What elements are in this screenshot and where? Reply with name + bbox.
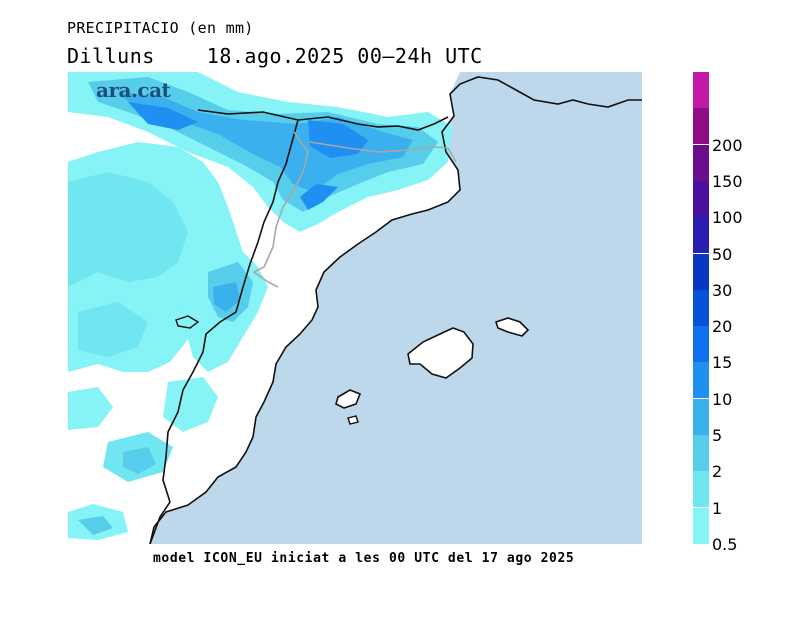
legend-label: 30 bbox=[712, 280, 733, 300]
mallorca-island bbox=[407, 327, 474, 379]
legend-label: 100 bbox=[712, 208, 743, 228]
legend-swatch bbox=[693, 326, 709, 363]
legend-swatch bbox=[693, 435, 709, 471]
sea-area bbox=[150, 72, 642, 544]
eivissa-island bbox=[335, 389, 362, 409]
map-canvas bbox=[68, 72, 642, 544]
legend-label: 50 bbox=[712, 244, 733, 264]
rain-area-south-3 bbox=[123, 447, 156, 474]
legend-label: 10 bbox=[712, 389, 733, 409]
legend-label: 150 bbox=[712, 171, 743, 191]
rain-area-south-5 bbox=[78, 516, 113, 535]
precipitation-map bbox=[68, 72, 642, 544]
legend-swatch bbox=[693, 144, 709, 181]
national-border bbox=[197, 109, 449, 131]
regional-border-grey bbox=[252, 131, 457, 288]
legend-label: 200 bbox=[712, 135, 743, 155]
andorra-border bbox=[175, 315, 200, 329]
legend-swatch bbox=[693, 289, 709, 326]
rain-area-south-1 bbox=[163, 377, 218, 432]
legend-label: 1 bbox=[712, 498, 723, 518]
legend-label: 15 bbox=[712, 353, 733, 373]
regional-border-west bbox=[149, 119, 299, 544]
legend-label: 5 bbox=[712, 426, 723, 445]
day-label: Dilluns bbox=[67, 44, 155, 68]
legend-swatch bbox=[693, 362, 709, 399]
rain-area-pyrenees-3 bbox=[118, 92, 413, 192]
aracat-logo: ara.cat bbox=[96, 78, 171, 102]
map-title: PRECIPITACIO (en mm) bbox=[67, 19, 254, 37]
rain-area-pyrenees-4 bbox=[128, 102, 368, 210]
forecast-period: Dilluns 18.ago.2025 00—24h UTC bbox=[67, 44, 483, 68]
model-info: model ICON_EU iniciat a les 00 UTC del 1… bbox=[153, 551, 575, 566]
legend-swatch bbox=[693, 180, 709, 217]
menorca-island bbox=[494, 317, 530, 337]
legend-swatch bbox=[693, 507, 709, 544]
legend-swatch bbox=[693, 72, 709, 108]
legend-swatch bbox=[693, 217, 709, 254]
legend-swatch bbox=[693, 471, 709, 508]
rain-area-west-edge bbox=[68, 387, 113, 430]
rain-area-west-3 bbox=[78, 302, 148, 357]
legend-label: 0.5 bbox=[712, 534, 738, 554]
coastline bbox=[149, 76, 642, 544]
legend-swatch bbox=[693, 108, 709, 145]
legend-label: 20 bbox=[712, 317, 733, 337]
legend-label: 2 bbox=[712, 462, 723, 482]
legend-swatch bbox=[693, 253, 709, 290]
rain-area-west-2 bbox=[68, 172, 188, 287]
date-range-label: 18.ago.2025 00—24h UTC bbox=[206, 44, 483, 68]
legend-swatch bbox=[693, 398, 709, 435]
rain-area-central-3 bbox=[213, 282, 240, 312]
formentera-island bbox=[347, 415, 359, 425]
